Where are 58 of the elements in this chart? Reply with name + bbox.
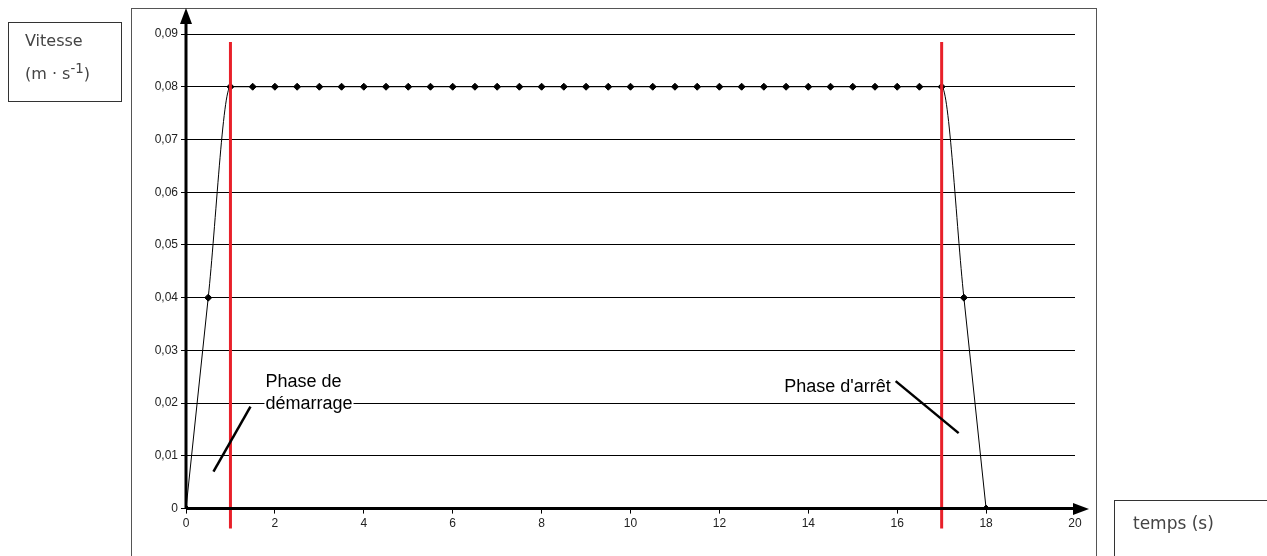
point xyxy=(382,82,391,91)
annotation: Phase de démarrage xyxy=(265,370,353,413)
x-tick-label: 4 xyxy=(360,516,368,531)
point xyxy=(648,82,657,91)
y-tick-label: 0 xyxy=(171,500,179,515)
y-tick-label: 0,06 xyxy=(154,184,179,199)
y-tick-label: 0,03 xyxy=(154,342,179,357)
point xyxy=(404,82,413,91)
point xyxy=(670,82,679,91)
point xyxy=(804,82,813,91)
point xyxy=(915,82,924,91)
x-tick-label: 10 xyxy=(623,516,638,531)
point xyxy=(359,82,368,91)
point xyxy=(293,82,302,91)
point xyxy=(759,82,768,91)
x-tick-label: 18 xyxy=(979,516,994,531)
y-tick-label: 0,01 xyxy=(154,448,179,463)
point xyxy=(315,82,324,91)
point xyxy=(337,82,346,91)
point xyxy=(626,82,635,91)
annotation: Phase d'arrêt xyxy=(784,376,891,397)
x-tick-label: 16 xyxy=(890,516,905,531)
x-tick-label: 0 xyxy=(182,516,190,531)
point xyxy=(693,82,702,91)
point xyxy=(204,293,213,302)
x-tick-label: 2 xyxy=(271,516,279,531)
point xyxy=(582,82,591,91)
point xyxy=(959,293,968,302)
point xyxy=(826,82,835,91)
point xyxy=(848,82,857,91)
y-tick-label: 0,02 xyxy=(154,395,179,410)
point xyxy=(604,82,613,91)
x-tick-label: 8 xyxy=(538,516,546,531)
point xyxy=(470,82,479,91)
point xyxy=(515,82,524,91)
point xyxy=(715,82,724,91)
x-tick-label: 14 xyxy=(801,516,816,531)
point xyxy=(537,82,546,91)
x-tick-label: 20 xyxy=(1068,516,1082,531)
point xyxy=(248,82,257,91)
y-tick-label: 0,09 xyxy=(154,26,179,41)
point xyxy=(493,82,502,91)
point xyxy=(737,82,746,91)
point xyxy=(448,82,457,91)
point xyxy=(870,82,879,91)
y-axis-title: Vitesse (m · s$^{-1}$) xyxy=(8,22,122,102)
y-tick-label: 0,07 xyxy=(154,131,179,146)
x-tick-label: 12 xyxy=(712,516,727,531)
y-tick-label: 0,04 xyxy=(154,289,179,304)
x-tick-label: 6 xyxy=(449,516,457,531)
x-axis-title: temps (s) xyxy=(1114,500,1267,556)
point xyxy=(426,82,435,91)
point xyxy=(893,82,902,91)
y-tick-label: 0,08 xyxy=(154,79,179,94)
point xyxy=(559,82,568,91)
y-tick-label: 0,05 xyxy=(154,237,179,252)
point xyxy=(782,82,791,91)
point xyxy=(270,82,279,91)
